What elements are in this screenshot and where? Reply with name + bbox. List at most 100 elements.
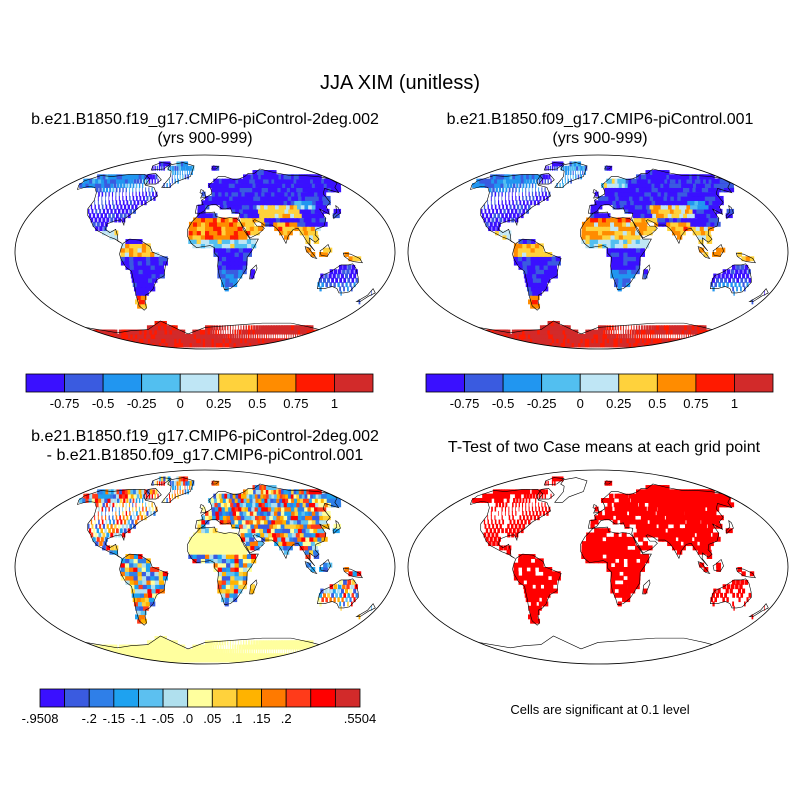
map-cell (152, 333, 158, 339)
map-cell (539, 195, 542, 201)
map-cell (215, 329, 217, 335)
map-cell (598, 217, 603, 223)
map-cell (667, 204, 675, 210)
map-cell (277, 338, 281, 344)
map-cell (215, 195, 220, 201)
map-cell (289, 221, 296, 227)
map-cell (318, 277, 322, 283)
map-cell (626, 200, 632, 206)
map-cell (722, 269, 727, 275)
map-cell (209, 545, 214, 551)
map-cell (591, 342, 595, 348)
map-cell (614, 506, 620, 512)
map-cell (88, 498, 93, 503)
map-cell (618, 588, 624, 594)
map-cell (623, 502, 629, 508)
map-cell (503, 183, 507, 188)
map-cell (176, 476, 180, 482)
map-cell (290, 653, 294, 659)
map-cell (290, 528, 297, 534)
map-cell (104, 221, 108, 227)
map-cell (605, 200, 610, 206)
map-cell (158, 338, 162, 344)
map-cell (250, 208, 256, 214)
map-cell (611, 191, 616, 197)
map-cell (249, 536, 255, 542)
map-cell (676, 549, 683, 555)
map-cell (141, 260, 148, 266)
map-cell (589, 545, 595, 551)
map-cell (221, 277, 226, 283)
map-cell (590, 519, 595, 525)
map-cell (598, 195, 603, 201)
map-cell (116, 183, 120, 188)
map-cell (258, 325, 261, 331)
map-cell (189, 333, 193, 339)
map-cell (648, 213, 654, 219)
map-cell (239, 208, 245, 214)
map-cell (258, 640, 261, 646)
map-cell (538, 502, 540, 508)
map-cell (105, 187, 109, 193)
map-cell (150, 338, 153, 344)
map-cell (716, 562, 722, 568)
map-cell (211, 653, 215, 659)
map-cell (308, 174, 322, 180)
map-cell (545, 592, 551, 598)
map-cell (133, 264, 140, 270)
map-cell (238, 234, 244, 240)
map-cell (585, 545, 591, 551)
map-cell (497, 528, 500, 534)
map-cell (137, 558, 143, 564)
map-cell (158, 575, 164, 581)
map-cell (100, 536, 104, 542)
map-cell (246, 239, 252, 244)
map-cell (232, 644, 234, 650)
map-cell (509, 183, 513, 188)
map-cell (236, 502, 242, 508)
map-cell (549, 165, 552, 171)
map-cell (627, 506, 634, 512)
map-cell (528, 174, 533, 180)
map-cell (696, 217, 703, 223)
map-cell (194, 644, 199, 650)
map-cell (155, 333, 160, 339)
map-cell (547, 256, 553, 262)
map-cell (310, 523, 318, 529)
map-cell (147, 338, 151, 344)
map-cell (611, 325, 614, 331)
map-cell (95, 187, 99, 193)
map-cell (605, 329, 608, 335)
map-cell (176, 342, 180, 348)
map-cell (90, 519, 93, 525)
map-cell (268, 640, 272, 646)
map-cell (523, 489, 528, 495)
map-cell (589, 536, 595, 542)
map-cell (217, 230, 223, 236)
map-cell (281, 640, 286, 646)
map-cell (537, 515, 540, 521)
map-cell (591, 333, 595, 339)
map-cell (108, 191, 110, 197)
map-cell (237, 230, 243, 236)
map-cell (227, 187, 233, 193)
map-cell (139, 195, 142, 201)
map-cell (193, 217, 198, 223)
map-cell (234, 519, 240, 525)
map-cell (110, 498, 114, 503)
map-cell (620, 178, 626, 184)
map-cell (739, 584, 743, 590)
map-cell (222, 644, 224, 650)
map-cell (648, 338, 652, 344)
map-cell (623, 247, 629, 253)
map-cell (187, 165, 190, 171)
map-cell (273, 208, 280, 214)
map-cell (258, 515, 265, 521)
map-cell (623, 554, 629, 559)
coastline-namerica (77, 489, 158, 559)
map-cell (619, 562, 624, 568)
map-cell (125, 342, 129, 348)
map-cell (616, 204, 622, 210)
map-cell (234, 252, 240, 257)
map-cell (106, 532, 110, 538)
